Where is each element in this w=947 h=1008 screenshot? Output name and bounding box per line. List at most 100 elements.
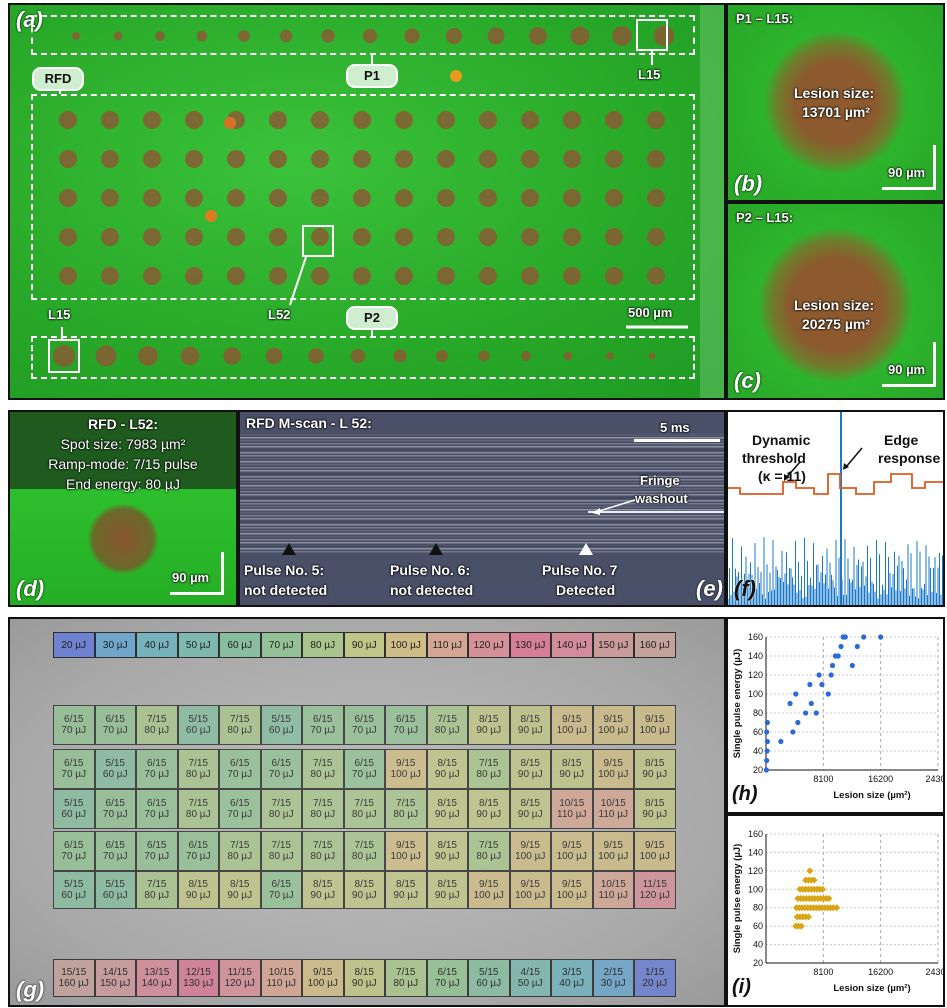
data-point — [808, 700, 814, 707]
rfd-spot — [185, 189, 203, 207]
panel-g-label: (g) — [16, 977, 45, 1002]
x-tick-label: 24300 — [925, 774, 945, 784]
rfd-spot — [647, 189, 665, 207]
pulse-cell: 6/15 70 µJ — [219, 749, 261, 789]
p2-spot — [478, 350, 490, 362]
data-point — [816, 672, 822, 678]
mscan-line — [240, 524, 724, 526]
pulse-cell: 6/15 70 µJ — [260, 871, 302, 909]
pulse-cell: 5/15 60 µJ — [94, 871, 136, 909]
p1-spot — [653, 25, 675, 47]
data-point — [833, 904, 841, 912]
mscan-line — [240, 452, 724, 454]
data-point — [819, 885, 827, 893]
mscan-line — [240, 545, 724, 547]
rfd-spot — [59, 189, 77, 207]
p1-badge: P1 — [346, 64, 398, 88]
mscan-line — [240, 461, 724, 463]
mscan-line — [240, 443, 724, 445]
p1-spot — [279, 29, 293, 43]
data-point — [803, 710, 809, 716]
panel-f-threshold: Dynamic threshold (κ = 11) Edge response… — [726, 410, 945, 607]
pulse-cell: 8/15 90 µJ — [468, 705, 510, 745]
data-point — [764, 748, 770, 754]
x-axis-label: Lesion size (µm²) — [833, 790, 910, 801]
p1-spot — [487, 27, 505, 45]
p1-spot — [570, 26, 590, 46]
p2-pulse-cell: 6/15 70 µJ — [426, 959, 468, 997]
mscan-line — [240, 497, 724, 499]
mscan-line — [240, 491, 724, 493]
rfd-spot — [311, 150, 329, 168]
p2-pulse-cell: 3/15 40 µJ — [551, 959, 593, 997]
mscan-line — [240, 449, 724, 451]
mscan-line — [240, 521, 724, 523]
pulse-cell: 6/15 70 µJ — [343, 705, 385, 745]
rfd-spot — [311, 189, 329, 207]
data-point — [825, 691, 831, 697]
data-point — [790, 729, 796, 735]
rfd-spot — [605, 111, 623, 129]
pulse-cell: 7/15 80 µJ — [219, 705, 261, 745]
rfd-spot — [437, 111, 455, 129]
panel-e-label: (e) — [696, 576, 723, 601]
panel-d-energy: End energy: 80 µJ — [66, 476, 180, 492]
x-tick-label: 16200 — [868, 774, 893, 784]
p2-spot — [308, 348, 324, 364]
p1-spot — [321, 29, 335, 43]
y-tick-label: 100 — [748, 884, 763, 894]
pulse-cell: 8/15 90 µJ — [426, 749, 468, 789]
panel-b-title: P1 – L15: — [736, 11, 794, 26]
panel-b-zoom: P1 – L15: Lesion size: 13701 µm² 90 µm (… — [726, 3, 945, 202]
rfd-spot — [605, 150, 623, 168]
panel-h-chart: 20 40 60 80 100 120 140 160 8100 16200 24300 Lesion… — [726, 617, 945, 814]
mscan-line — [240, 458, 724, 460]
mscan-line — [240, 473, 724, 475]
panel-d-spot: Spot size: 7983 µm² — [60, 436, 186, 452]
mscan-line — [240, 470, 724, 472]
data-point — [764, 729, 770, 735]
pulse-cell: 6/15 70 µJ — [136, 749, 178, 789]
pulse-cell: 9/15 100 µJ — [634, 705, 676, 745]
x-tick-label: 16200 — [868, 967, 893, 977]
energy-header-cell: 100 µJ — [385, 632, 427, 658]
rfd-spot — [479, 228, 497, 246]
rfd-spot — [143, 267, 161, 285]
mscan-line — [240, 479, 724, 481]
pulse-cell: 7/15 80 µJ — [302, 789, 344, 829]
pulse-cell: 7/15 80 µJ — [468, 749, 510, 789]
pulse-cell: 9/15 100 µJ — [385, 749, 427, 789]
p2-spot — [648, 352, 656, 360]
y-tick-label: 60 — [753, 727, 763, 737]
panel-g-map: 20 µJ 30 µJ 40 µJ 50 µJ 60 µJ 70 µJ 80 µJ 90 µJ… — [8, 617, 726, 1007]
mscan-line — [240, 476, 724, 478]
energy-header-cell: 90 µJ — [343, 632, 385, 658]
y-tick-label: 60 — [753, 921, 763, 931]
energy-header-cell: 140 µJ — [551, 632, 593, 658]
p2-pulse-cell: 9/15 100 µJ — [302, 959, 344, 997]
mscan-line — [240, 530, 724, 532]
rfd-spot — [269, 267, 287, 285]
panel-c-scalebar — [882, 384, 936, 387]
rfd-spot — [521, 111, 539, 129]
rfd-spot — [563, 267, 581, 285]
mscan-line — [240, 515, 724, 517]
panel-label: (i) — [732, 976, 751, 998]
pulse-cell: 5/15 60 µJ — [94, 749, 136, 789]
l15-bottom-label: L15 — [48, 307, 71, 322]
panel-e-scalebar — [634, 439, 720, 442]
l52-box — [302, 225, 334, 257]
rfd-spot — [59, 267, 77, 285]
p2-pulse-cell: 10/15 110 µJ — [260, 959, 302, 997]
pulse-cell: 9/15 100 µJ — [592, 831, 634, 871]
pulse-6-marker — [429, 543, 443, 555]
y-tick-label: 20 — [753, 765, 763, 775]
pulse-cell: 6/15 70 µJ — [53, 749, 95, 789]
pulse-7-l2: Detected — [556, 582, 616, 598]
panel-a-label: (a) — [16, 7, 43, 32]
rfd-spot — [647, 111, 665, 129]
p1-spot — [529, 27, 547, 45]
pulse-cell: 8/15 90 µJ — [426, 871, 468, 909]
panel-c-lesion-value: 20275 µm² — [802, 316, 870, 332]
data-point — [828, 672, 834, 678]
